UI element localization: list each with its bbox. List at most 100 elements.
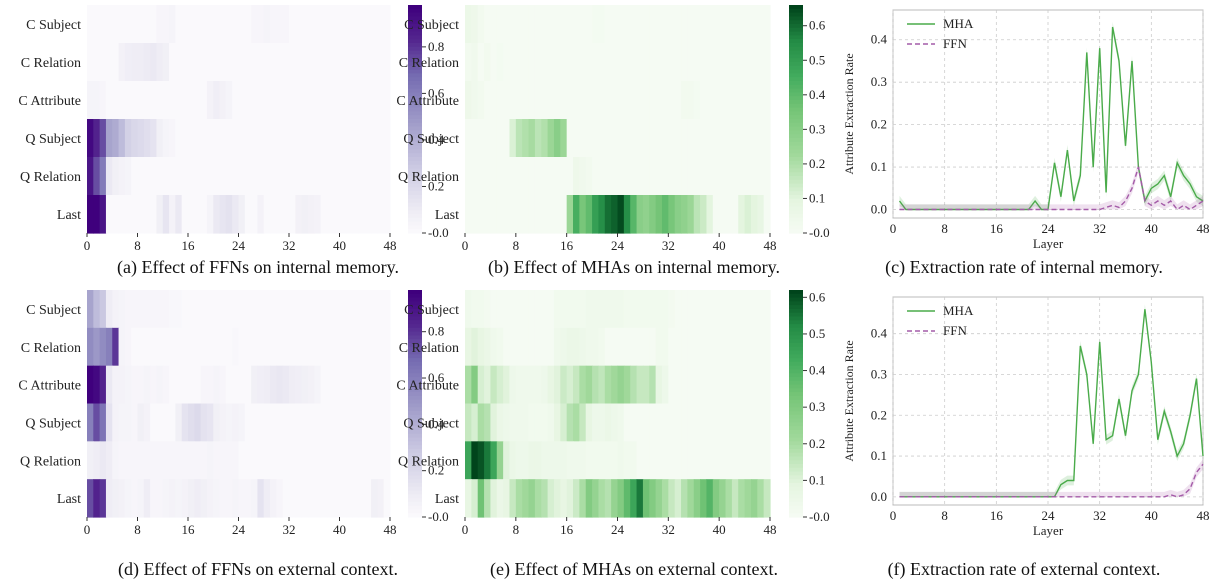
colorbar-segment — [408, 111, 422, 116]
heatmap-cell — [757, 365, 765, 405]
heatmap-cell — [169, 81, 176, 120]
heatmap-cell — [244, 81, 252, 120]
heatmap-cell — [194, 157, 202, 196]
heatmap-cell — [617, 81, 625, 120]
heatmap-cell — [105, 157, 113, 196]
x-tick-label: 40 — [333, 238, 346, 253]
heatmap-cell — [712, 365, 720, 405]
heatmap-cell — [541, 327, 549, 367]
heatmap-cell — [213, 81, 221, 120]
heatmap-cell — [320, 195, 328, 234]
heatmap-cell — [326, 5, 334, 44]
heatmap-cell — [471, 195, 479, 234]
heatmap-cell — [377, 479, 385, 518]
heatmap-cell — [693, 157, 701, 196]
heatmap-cell — [598, 479, 606, 518]
heatmap-cell — [560, 403, 568, 442]
heatmap-cell — [232, 43, 240, 82]
heatmap-cell — [515, 157, 523, 196]
heatmap-cell — [257, 290, 265, 329]
heatmap-cell — [509, 157, 517, 196]
heatmap-cell — [257, 43, 265, 82]
heatmap-cell — [358, 290, 366, 329]
heatmap-cell — [150, 81, 158, 120]
heatmap-cell — [225, 43, 233, 82]
heatmap-cell — [465, 290, 472, 329]
colorbar-segment — [789, 5, 803, 10]
heatmap-cell — [307, 81, 315, 120]
colorbar-segment — [408, 43, 422, 48]
heatmap-cell — [326, 81, 334, 120]
colorbar-segment — [789, 43, 803, 48]
colorbar-segment — [408, 221, 422, 226]
colorbar-segment — [408, 312, 422, 318]
heatmap-cell — [131, 195, 139, 234]
heatmap-cell — [592, 5, 600, 44]
heatmap-cell — [477, 365, 485, 405]
heatmap-cell — [636, 81, 644, 120]
heatmap-cell — [238, 5, 246, 44]
heatmap-cell — [566, 365, 574, 405]
heatmap-cell — [668, 43, 676, 82]
heatmap-cell — [573, 157, 580, 196]
heatmap-cell — [528, 43, 536, 82]
heatmap-cell — [206, 195, 214, 234]
heatmap-cell — [156, 290, 164, 329]
heatmap-cell — [573, 119, 580, 158]
heatmap-cell — [143, 365, 151, 405]
heatmap-cell — [270, 441, 277, 480]
heatmap-cell — [598, 119, 606, 158]
colorbar-segment — [408, 16, 422, 21]
heatmap-cell — [194, 119, 202, 158]
row-label: C Subject — [404, 18, 459, 33]
heatmap-cell — [598, 327, 606, 367]
heatmap-cell — [156, 327, 164, 367]
x-tick-label: 24 — [232, 238, 246, 253]
colorbar-segment — [408, 361, 422, 367]
heatmap-cell — [358, 403, 366, 442]
heatmap-cell — [251, 441, 259, 480]
heatmap-cell — [383, 157, 391, 196]
heatmap-cell — [263, 403, 271, 442]
heatmap-cell — [630, 43, 638, 82]
heatmap-cell — [700, 327, 708, 367]
x-tick-label: 0 — [890, 508, 897, 523]
colorbar-segment — [408, 69, 422, 74]
heatmap-cell — [553, 157, 561, 196]
heatmap-cell — [326, 195, 334, 234]
heatmap-cell — [345, 195, 353, 234]
row-label: Q Subject — [403, 132, 459, 147]
heatmap-cell — [307, 290, 315, 329]
heatmap-cell — [169, 403, 176, 442]
heatmap-cell — [118, 327, 126, 367]
heatmap-cell — [169, 157, 176, 196]
heatmap-cell — [617, 195, 625, 234]
heatmap-cell — [515, 479, 523, 518]
x-tick-label: 8 — [513, 522, 520, 537]
x-tick-label: 0 — [84, 522, 91, 537]
colorbar-segment — [408, 513, 422, 518]
colorbar-segment — [789, 308, 803, 314]
colorbar-segment — [408, 290, 422, 295]
heatmap-cell — [630, 365, 638, 405]
heatmap-cell — [592, 157, 600, 196]
heatmap-cell — [490, 479, 498, 518]
heatmap-cell — [131, 441, 139, 480]
heatmap-cell — [655, 479, 663, 518]
heatmap-cell — [87, 157, 94, 196]
caption-e: (e) Effect of MHAs on external context. — [490, 559, 778, 580]
heatmap-cell — [276, 290, 284, 329]
colorbar-segment — [789, 130, 803, 135]
heatmap-cell — [700, 157, 708, 196]
heatmap-cell — [763, 119, 771, 158]
heatmap-cell — [725, 195, 733, 234]
heatmap-cell — [270, 479, 277, 518]
heatmap-cell — [674, 441, 682, 480]
heatmap-cell — [175, 5, 183, 44]
x-tick-label: 32 — [283, 522, 296, 537]
heatmap-cell — [700, 479, 708, 518]
colorbar-segment — [408, 293, 422, 299]
colorbar-segment — [789, 490, 803, 495]
heatmap-cell — [490, 157, 498, 196]
heatmap-cell — [471, 403, 479, 442]
